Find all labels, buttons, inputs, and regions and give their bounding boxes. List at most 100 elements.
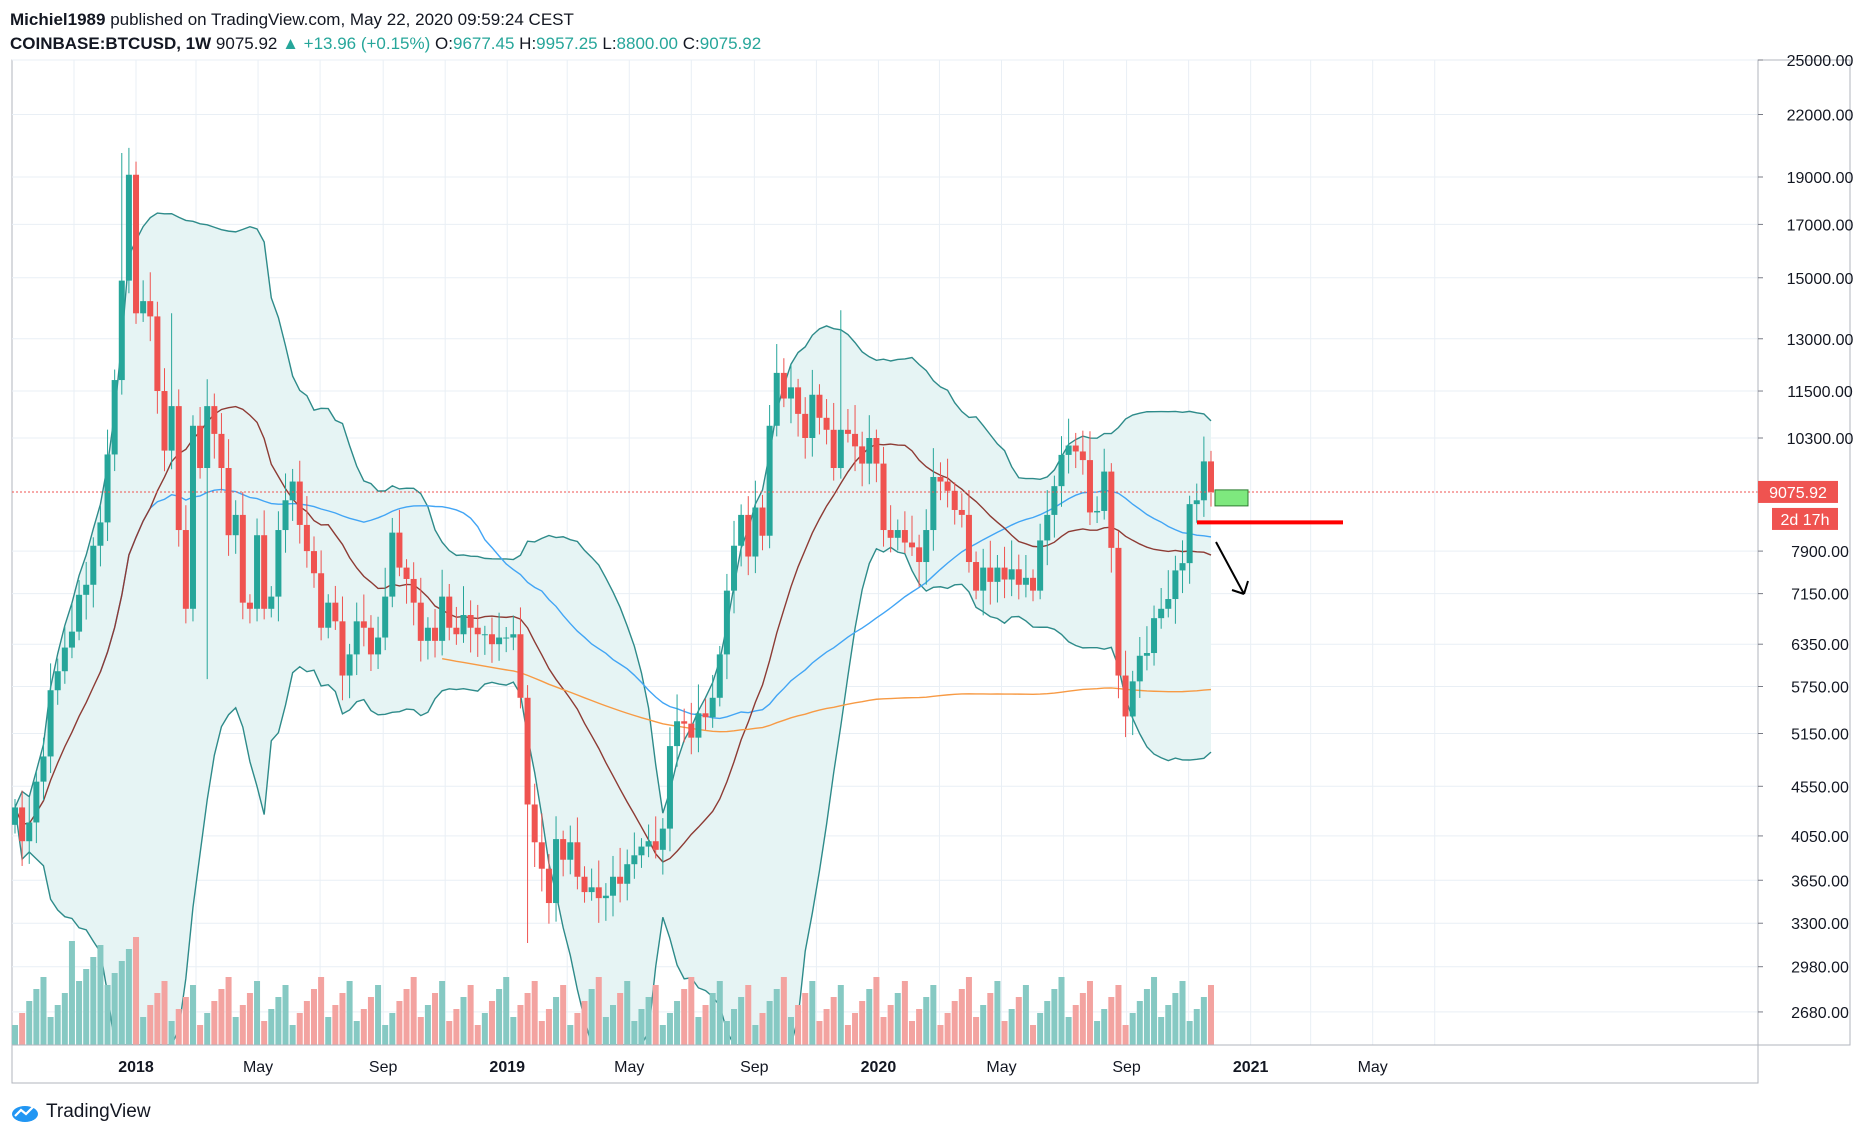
candle-body[interactable] [887, 530, 894, 538]
candle-body[interactable] [652, 841, 659, 850]
candle-body[interactable] [232, 514, 239, 536]
candle-body[interactable] [588, 887, 595, 893]
candle-body[interactable] [389, 532, 396, 597]
candle-body[interactable] [631, 855, 638, 865]
candle-body[interactable] [880, 463, 887, 531]
candle-body[interactable] [787, 387, 794, 399]
candle-body[interactable] [510, 634, 517, 638]
candle-body[interactable] [538, 842, 545, 869]
candle-body[interactable] [545, 868, 552, 904]
candle-body[interactable] [204, 406, 211, 469]
candle-body[interactable] [973, 562, 980, 591]
candle-body[interactable] [460, 615, 467, 635]
candle-body[interactable] [26, 822, 33, 842]
candle-body[interactable] [325, 602, 332, 628]
candle-body[interactable] [1079, 451, 1086, 461]
candle-body[interactable] [197, 425, 204, 469]
candle-body[interactable] [1200, 461, 1207, 501]
symbol-label[interactable]: COINBASE:BTCUSD, 1W [10, 34, 212, 53]
candle-body[interactable] [901, 530, 908, 543]
candle-body[interactable] [211, 406, 218, 434]
candle-body[interactable] [1172, 570, 1179, 600]
candle-body[interactable] [595, 887, 602, 899]
candle-body[interactable] [617, 876, 624, 884]
candle-body[interactable] [873, 438, 880, 464]
candle-body[interactable] [1030, 577, 1037, 591]
candle-body[interactable] [1086, 460, 1093, 513]
candle-body[interactable] [809, 394, 816, 439]
candle-body[interactable] [488, 634, 495, 645]
candle-body[interactable] [766, 425, 773, 536]
candle-body[interactable] [524, 697, 531, 805]
candle-body[interactable] [937, 476, 944, 482]
candle-body[interactable] [951, 490, 958, 510]
target-box[interactable] [1214, 489, 1249, 507]
candle-body[interactable] [531, 804, 538, 843]
candle-body[interactable] [268, 596, 275, 609]
candle-body[interactable] [1136, 655, 1143, 682]
candle-body[interactable] [581, 876, 588, 893]
candle-body[interactable] [1186, 504, 1193, 564]
candle-body[interactable] [916, 547, 923, 563]
candle-body[interactable] [12, 807, 18, 825]
candle-body[interactable] [147, 301, 154, 317]
candle-body[interactable] [446, 596, 453, 628]
candle-body[interactable] [560, 839, 567, 860]
candle-body[interactable] [1022, 577, 1029, 585]
candle-body[interactable] [76, 594, 83, 632]
candle-body[interactable] [33, 781, 40, 823]
candle-body[interactable] [318, 573, 325, 628]
candle-body[interactable] [795, 387, 802, 414]
candle-body[interactable] [353, 621, 360, 655]
price-axis[interactable] [1757, 59, 1851, 1046]
candle-body[interactable] [168, 406, 175, 451]
candle-body[interactable] [1037, 540, 1044, 591]
candle-body[interactable] [681, 721, 688, 724]
candle-body[interactable] [218, 433, 225, 469]
candle-body[interactable] [638, 846, 645, 856]
candle-body[interactable] [1165, 599, 1172, 609]
candle-body[interactable] [688, 723, 695, 738]
candle-body[interactable] [602, 895, 609, 899]
candle-body[interactable] [731, 545, 738, 591]
candle-body[interactable] [189, 425, 196, 609]
candle-body[interactable] [1051, 486, 1058, 515]
candle-body[interactable] [282, 500, 289, 531]
candle-body[interactable] [1072, 445, 1079, 452]
candle-body[interactable] [182, 530, 189, 609]
candle-body[interactable] [980, 567, 987, 591]
candle-body[interactable] [738, 514, 745, 546]
candle-body[interactable] [674, 721, 681, 747]
candle-body[interactable] [382, 596, 389, 638]
candle-body[interactable] [802, 413, 809, 439]
candle-body[interactable] [40, 756, 47, 782]
footer-brand[interactable]: TradingView [10, 1100, 151, 1124]
candle-body[interactable] [481, 634, 488, 636]
candle-body[interactable] [254, 535, 261, 609]
candle-body[interactable] [716, 654, 723, 698]
candle-body[interactable] [752, 507, 759, 557]
candle-body[interactable] [837, 429, 844, 469]
candle-body[interactable] [1179, 563, 1186, 571]
candle-body[interactable] [246, 602, 253, 609]
candle-body[interactable] [1143, 653, 1150, 656]
candle-body[interactable] [987, 567, 994, 582]
down-arrow-icon[interactable] [1215, 541, 1249, 595]
candle-body[interactable] [367, 627, 374, 655]
candle-body[interactable] [68, 631, 75, 648]
candle-body[interactable] [609, 876, 616, 896]
candle-body[interactable] [666, 746, 673, 829]
candle-body[interactable] [410, 578, 417, 603]
candle-body[interactable] [261, 535, 268, 609]
candle-body[interactable] [908, 542, 915, 548]
candle-body[interactable] [432, 627, 439, 641]
candle-body[interactable] [944, 481, 951, 491]
candle-body[interactable] [894, 530, 901, 538]
candle-body[interactable] [816, 394, 823, 418]
candle-body[interactable] [823, 417, 830, 430]
candle-body[interactable] [118, 280, 125, 381]
candle-body[interactable] [965, 514, 972, 563]
candle-body[interactable] [1015, 569, 1022, 585]
candle-body[interactable] [239, 514, 246, 603]
